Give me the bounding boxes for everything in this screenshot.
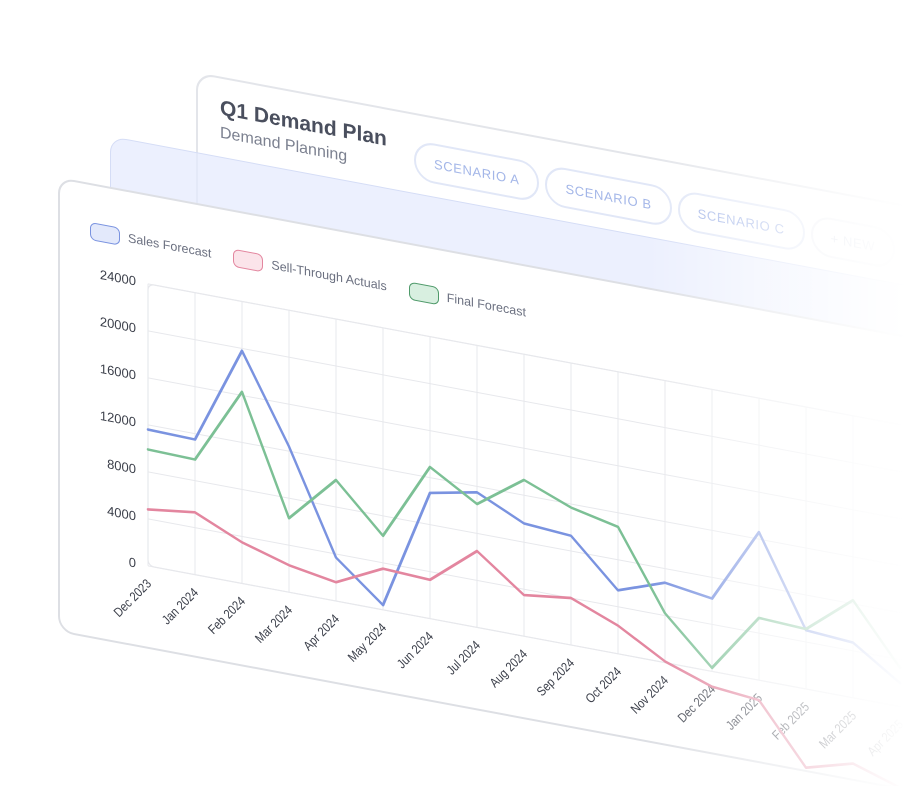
x-tick-label: Feb 2025 — [769, 699, 812, 743]
data-point-sales-forecast[interactable] — [521, 520, 527, 527]
x-tick-label: Apr 2025 — [864, 717, 906, 760]
data-point-sell-through-actuals[interactable] — [145, 506, 151, 513]
y-tick-label: 4000 — [107, 503, 136, 523]
x-tick-label: Jul 2024 — [444, 637, 484, 677]
data-point-sell-through-actuals[interactable] — [192, 509, 198, 516]
x-tick-label: Jun 2024 — [394, 629, 437, 672]
x-tick-label: Sep 2024 — [534, 655, 578, 699]
data-point-sell-through-actuals[interactable] — [521, 592, 527, 599]
data-point-final-forecast[interactable] — [615, 523, 621, 530]
y-tick-label: 0 — [129, 554, 136, 570]
x-tick-label: Nov 2024 — [628, 673, 672, 717]
x-tick-label: Dec 2023 — [111, 576, 155, 620]
data-point-sell-through-actuals[interactable] — [239, 539, 245, 546]
data-point-final-forecast[interactable] — [662, 610, 668, 617]
data-point-sales-forecast[interactable] — [286, 443, 292, 450]
data-point-sales-forecast[interactable] — [474, 489, 480, 496]
gridline-horizontal — [148, 377, 907, 523]
x-tick-label: Aug 2024 — [487, 646, 531, 690]
y-tick-label: 8000 — [107, 456, 136, 476]
y-tick-label: 24000 — [100, 267, 136, 289]
x-tick-label: Oct 2024 — [582, 664, 624, 707]
x-tick-label: May 2024 — [345, 620, 390, 665]
y-tick-label: 16000 — [100, 361, 136, 383]
data-point-sales-forecast[interactable] — [333, 554, 339, 561]
data-point-sell-through-actuals[interactable] — [380, 565, 386, 572]
x-tick-label: Mar 2025 — [816, 708, 859, 752]
tab-scenario-c[interactable]: SCENARIO C — [677, 189, 805, 253]
x-tick-label: Jan 2024 — [159, 585, 202, 628]
data-point-sales-forecast[interactable] — [615, 587, 621, 594]
data-point-final-forecast[interactable] — [145, 446, 151, 453]
gridline-horizontal — [148, 330, 907, 476]
x-tick-label: Mar 2024 — [252, 602, 295, 646]
y-tick-label: 12000 — [100, 408, 136, 430]
tab-scenario-b[interactable]: SCENARIO B — [545, 164, 672, 229]
data-point-sales-forecast[interactable] — [145, 426, 151, 433]
tab-scenario-a[interactable]: SCENARIO A — [414, 139, 540, 204]
data-point-sell-through-actuals[interactable] — [286, 562, 292, 569]
data-point-sell-through-actuals[interactable] — [568, 594, 574, 601]
y-tick-label: 20000 — [100, 314, 136, 336]
data-point-sell-through-actuals[interactable] — [850, 760, 856, 767]
data-point-sell-through-actuals[interactable] — [662, 658, 668, 665]
data-point-sell-through-actuals[interactable] — [333, 579, 339, 586]
data-point-sales-forecast[interactable] — [850, 639, 856, 646]
data-point-sell-through-actuals[interactable] — [615, 622, 621, 629]
x-tick-label: Apr 2024 — [300, 611, 342, 654]
x-tick-label: Feb 2024 — [205, 593, 248, 637]
data-point-final-forecast[interactable] — [568, 504, 574, 511]
data-point-sales-forecast[interactable] — [897, 680, 903, 687]
new-scenario-button[interactable]: + NEW — [810, 214, 896, 270]
data-point-final-forecast[interactable] — [897, 664, 903, 671]
data-point-sales-forecast[interactable] — [662, 579, 668, 586]
data-point-sales-forecast[interactable] — [568, 532, 574, 539]
data-point-sell-through-actuals[interactable] — [803, 764, 809, 771]
